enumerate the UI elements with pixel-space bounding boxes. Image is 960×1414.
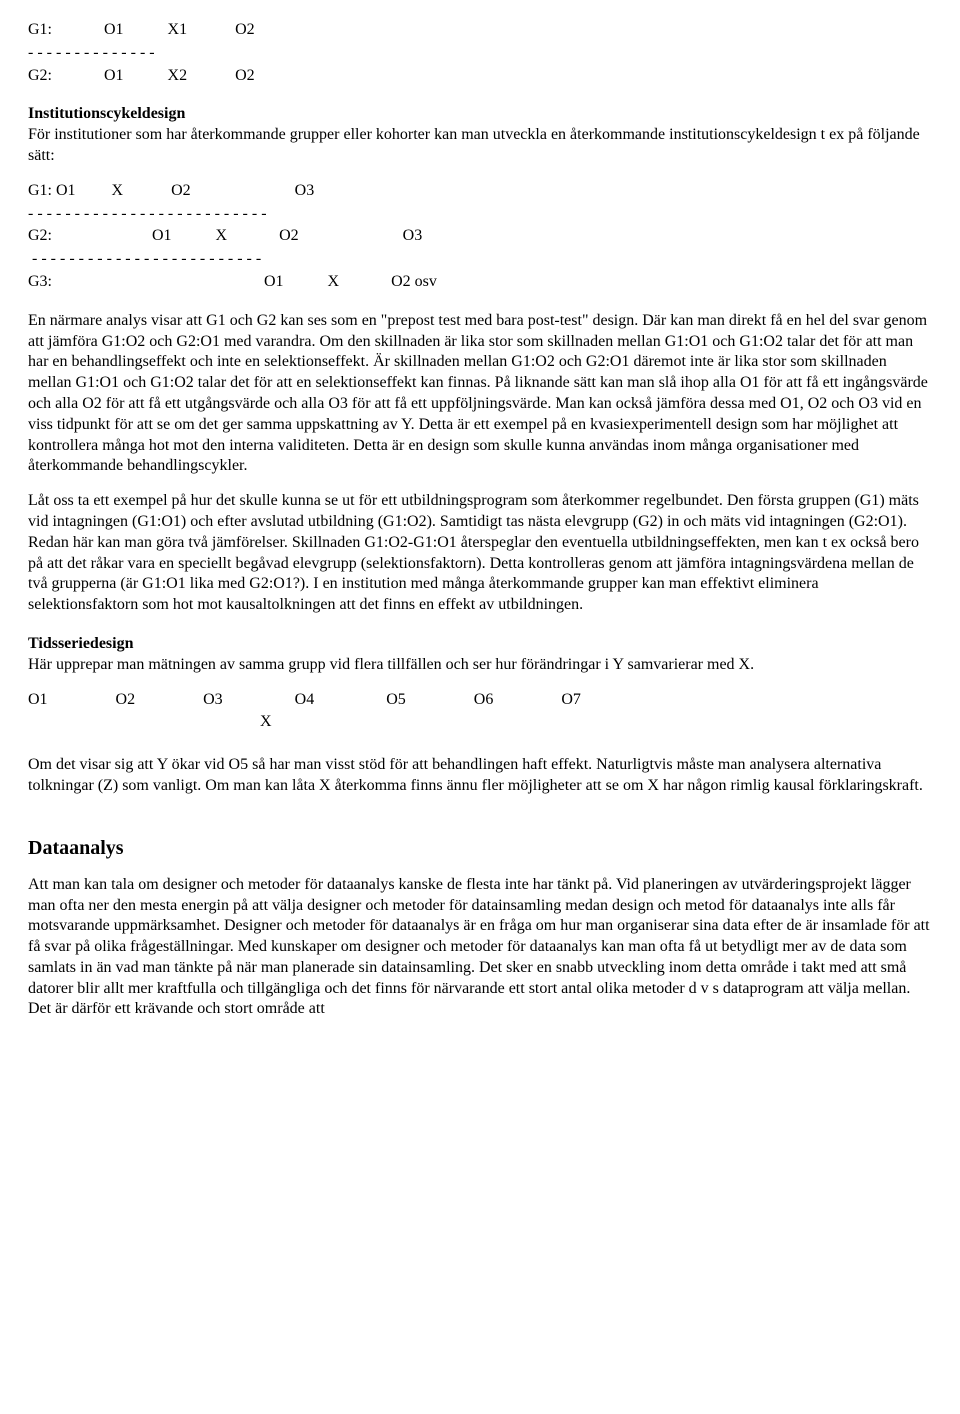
top-table-row-2: G2: O1 X2 O2	[28, 66, 932, 87]
design-dashes-2: - - - - - - - - - - - - - - - - - - - - …	[28, 249, 932, 270]
design-row-g3: G3: O1 X O2 osv	[28, 272, 932, 293]
top-table-dashes: - - - - - - - - - - - - - -	[28, 43, 932, 64]
paragraph-tidsserie-intro: Här upprepar man mätningen av samma grup…	[28, 655, 932, 676]
timeseries-x-row: X	[28, 712, 932, 733]
paragraph-dataanalys: Att man kan tala om designer och metoder…	[28, 875, 932, 1021]
design-dashes-1: - - - - - - - - - - - - - - - - - - - - …	[28, 204, 932, 225]
heading-tidsseriedesign: Tidsseriedesign	[28, 634, 932, 655]
timeseries-row: O1 O2 O3 O4 O5 O6 O7	[28, 690, 932, 711]
heading-institutionscykeldesign: Institutionscykeldesign	[28, 104, 932, 125]
paragraph-timeseries-explain: Om det visar sig att Y ökar vid O5 så ha…	[28, 755, 932, 797]
design-row-g2: G2: O1 X O2 O3	[28, 226, 932, 247]
intro-paragraph-1: För institutioner som har återkommande g…	[28, 125, 932, 167]
design-row-g1: G1: O1 X O2 O3	[28, 181, 932, 202]
section-heading-dataanalys: Dataanalys	[28, 835, 932, 861]
paragraph-analysis: En närmare analys visar att G1 och G2 ka…	[28, 311, 932, 477]
top-table-row-1: G1: O1 X1 O2	[28, 20, 932, 41]
paragraph-example: Låt oss ta ett exempel på hur det skulle…	[28, 491, 932, 616]
